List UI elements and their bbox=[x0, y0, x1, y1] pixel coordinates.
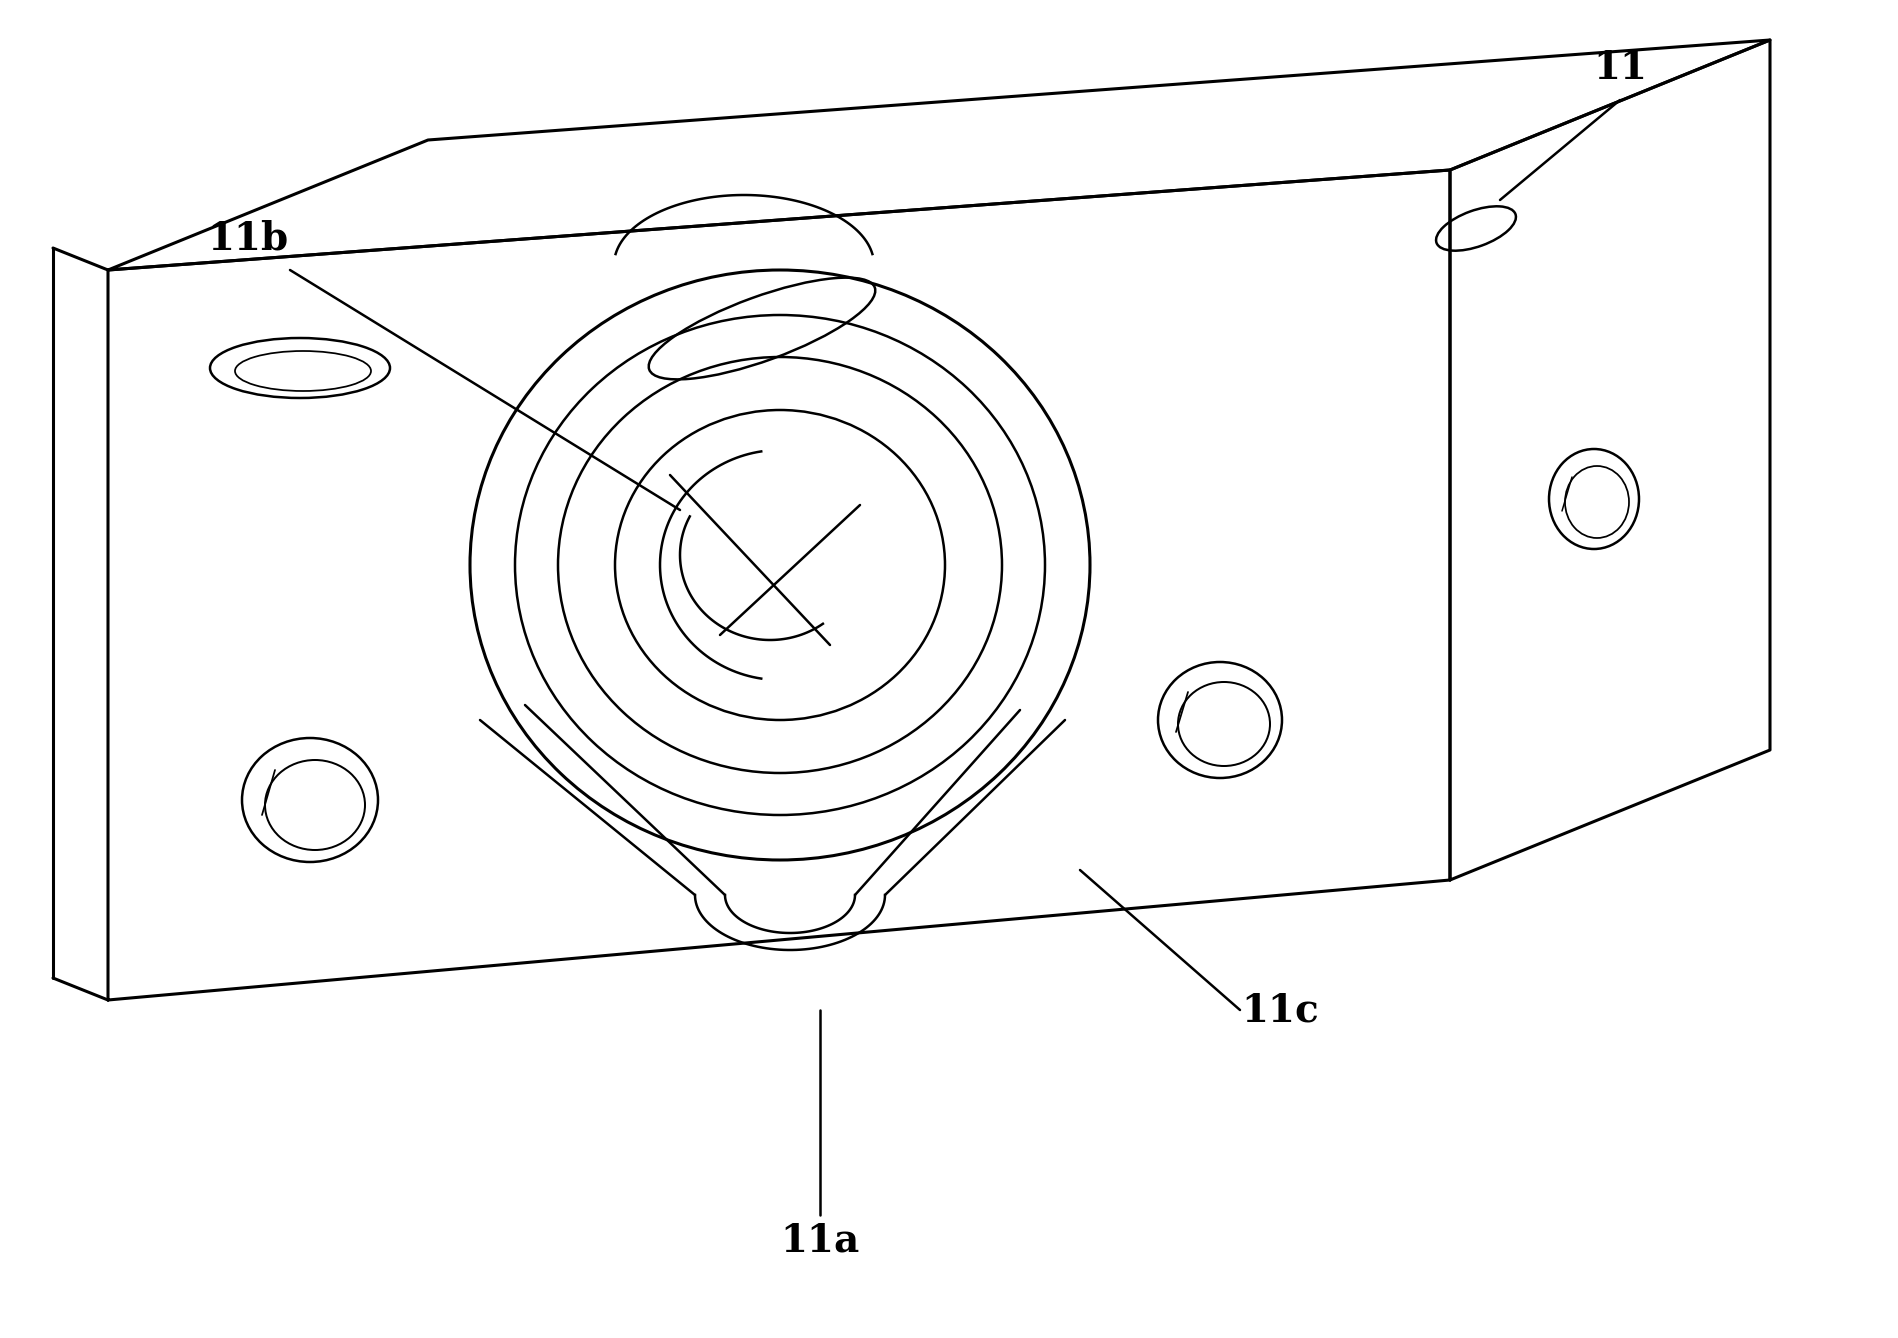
Text: 11b: 11b bbox=[207, 219, 288, 257]
Text: 11a: 11a bbox=[780, 1222, 860, 1259]
Text: 11: 11 bbox=[1592, 50, 1647, 87]
Text: 11c: 11c bbox=[1241, 991, 1319, 1029]
